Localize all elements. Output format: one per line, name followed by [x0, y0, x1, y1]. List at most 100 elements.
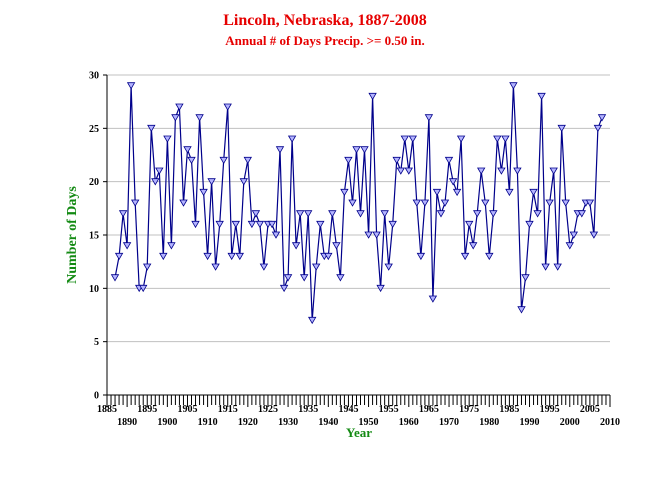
data-point	[296, 210, 305, 218]
data-point	[336, 274, 345, 282]
data-point	[364, 231, 373, 239]
data-point	[167, 242, 176, 250]
data-point	[448, 178, 458, 186]
data-point	[239, 178, 248, 186]
x-axis-ticks: 1885 1895 1905 1915 1925 1935 1945 1955 1965 1975…	[97, 395, 620, 428]
data-point	[521, 274, 530, 282]
data-point	[328, 210, 337, 218]
y-axis-label: Number of Days	[65, 186, 80, 284]
data-point	[122, 242, 132, 250]
data-point	[533, 210, 542, 218]
data-point	[155, 167, 164, 175]
data-point	[131, 199, 140, 207]
chart-title: Lincoln, Nebraska, 1887-2008	[223, 12, 427, 29]
x-tick-label: 2010	[600, 417, 620, 428]
data-point	[163, 135, 172, 143]
x-tick-label: 1890	[117, 417, 137, 428]
data-point	[569, 231, 578, 239]
data-point	[481, 199, 490, 207]
data-point	[557, 124, 566, 133]
data-point	[473, 210, 482, 218]
data-point	[332, 242, 341, 250]
data-point	[589, 231, 599, 239]
x-tick-label: 1900	[157, 417, 177, 428]
data-point	[187, 156, 196, 165]
x-tick-label: 1980	[479, 417, 499, 428]
data-point	[300, 274, 309, 282]
data-point	[114, 252, 124, 261]
data-point	[291, 242, 301, 250]
data-point	[352, 146, 361, 154]
data-point	[593, 124, 603, 133]
data-point	[308, 316, 317, 325]
x-tick-label: 1955	[379, 404, 399, 415]
data-point	[179, 199, 188, 207]
x-tick-label: 1895	[137, 404, 157, 415]
data-point	[505, 188, 514, 197]
data-point	[396, 167, 405, 175]
data-point	[416, 252, 426, 261]
x-tick-label: 1905	[177, 404, 197, 415]
y-tick-label: 20	[89, 177, 99, 188]
x-tick-label: 1985	[499, 404, 519, 415]
data-point	[243, 156, 252, 165]
data-point	[316, 220, 325, 229]
data-point	[404, 167, 413, 175]
data-point	[493, 135, 502, 143]
data-point	[223, 103, 232, 111]
x-tick-label: 1950	[359, 417, 379, 428]
y-tick-label: 30	[89, 71, 99, 82]
x-tick-label: 1945	[338, 404, 358, 415]
data-point	[126, 82, 136, 90]
y-tick-label: 10	[89, 284, 99, 295]
data-point	[452, 188, 462, 197]
data-point	[304, 210, 313, 218]
data-point	[275, 146, 285, 154]
data-point	[513, 167, 522, 175]
x-tick-label: 1960	[399, 417, 419, 428]
data-point	[485, 252, 494, 261]
data-point	[279, 284, 289, 293]
data-point	[312, 263, 321, 271]
data-point	[211, 263, 220, 271]
data-point	[400, 135, 409, 143]
data-point	[501, 135, 510, 143]
x-tick-label: 1970	[439, 417, 459, 428]
data-point	[368, 92, 377, 101]
data-point	[436, 210, 446, 218]
data-point	[251, 210, 261, 218]
data-point	[384, 263, 393, 271]
data-point	[428, 295, 438, 303]
data-point	[469, 242, 478, 250]
gridlines	[107, 74, 610, 343]
data-point	[283, 274, 293, 282]
data-point	[227, 252, 236, 261]
data-point	[376, 284, 385, 293]
data-point	[561, 199, 570, 207]
x-tick-label: 1930	[278, 417, 298, 428]
x-tick-label: 1920	[238, 417, 258, 428]
data-point	[537, 92, 546, 101]
data-point	[203, 252, 212, 261]
data-point	[191, 220, 200, 229]
data-point	[577, 210, 586, 218]
data-point	[432, 188, 442, 197]
data-point	[267, 220, 277, 229]
data-point	[259, 263, 269, 271]
data-point	[360, 146, 369, 154]
data-point	[324, 252, 333, 261]
data-point	[287, 135, 297, 143]
x-tick-label: 1935	[298, 404, 318, 415]
y-tick-label: 0	[94, 391, 99, 402]
data-point	[271, 231, 281, 239]
data-point	[110, 274, 120, 282]
data-point	[565, 242, 574, 250]
data-point	[207, 178, 216, 186]
data-point	[460, 252, 470, 261]
y-tick-label: 25	[89, 124, 99, 135]
data-point	[215, 220, 224, 229]
data-point	[175, 103, 184, 111]
data-point	[497, 167, 506, 175]
data-point	[147, 124, 156, 133]
